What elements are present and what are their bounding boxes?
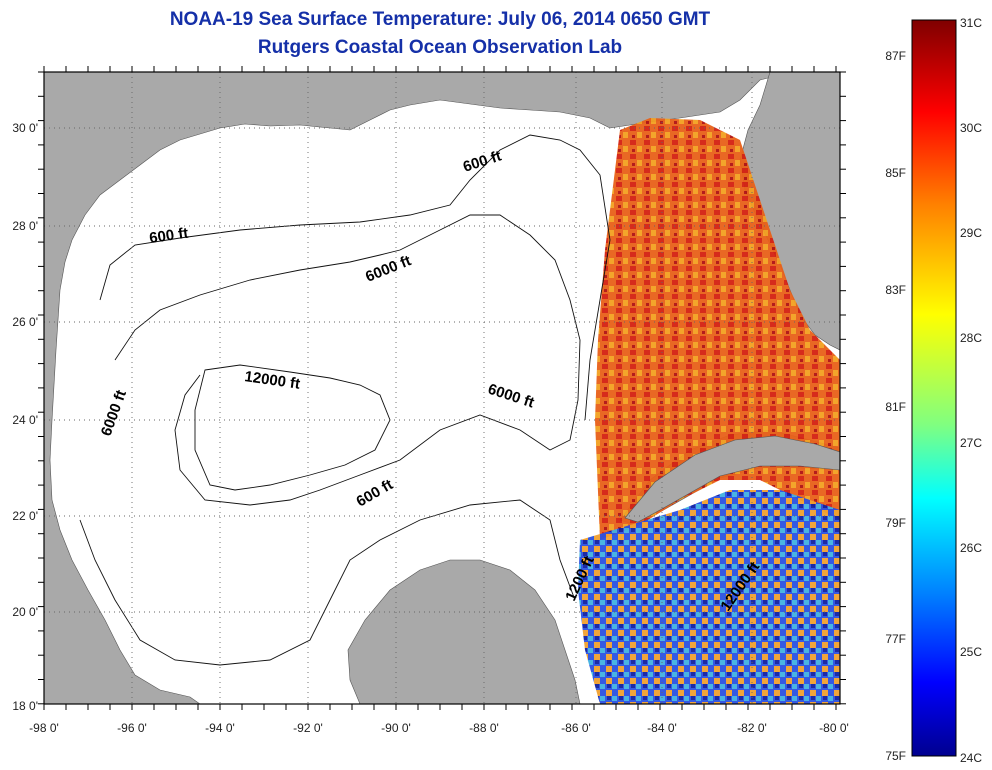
contour-600ft-south <box>79 499 576 666</box>
lat-label: 18 0' <box>12 699 38 713</box>
land-yucatan <box>347 559 581 704</box>
lat-label: 20 0' <box>12 605 38 619</box>
lon-label: -86 0' <box>561 721 591 735</box>
lat-label: 30 0' <box>12 121 38 135</box>
contour-label: 600 ft <box>148 225 189 247</box>
lat-label: 28 0' <box>12 219 38 233</box>
lon-label: -82 0' <box>737 721 767 735</box>
map-title: NOAA-19 Sea Surface Temperature: July 06… <box>169 9 711 30</box>
sst-swath-cool <box>578 490 840 704</box>
lon-label: -90 0' <box>381 721 411 735</box>
contour-12000ft <box>194 364 391 491</box>
contour-600ft-north <box>99 134 611 421</box>
lon-label: -84 0' <box>647 721 677 735</box>
lon-label: -80 0' <box>819 721 849 735</box>
contour-6000ft-main <box>114 214 581 506</box>
lat-label: 22 0' <box>12 509 38 523</box>
lon-label: -88 0' <box>469 721 499 735</box>
sst-swath-warm <box>595 118 840 540</box>
lon-label: -96 0' <box>117 721 147 735</box>
lon-label: -94 0' <box>205 721 235 735</box>
lat-label: 24 0' <box>12 413 38 427</box>
land-us-gulf-coast <box>44 72 840 704</box>
lon-label: -92 0' <box>293 721 323 735</box>
lat-label: 26 0' <box>12 315 38 329</box>
map-subtitle: Rutgers Coastal Ocean Observation Lab <box>257 37 623 58</box>
land-cuba-overlay <box>624 435 840 523</box>
lon-label: -98 0' <box>29 721 59 735</box>
